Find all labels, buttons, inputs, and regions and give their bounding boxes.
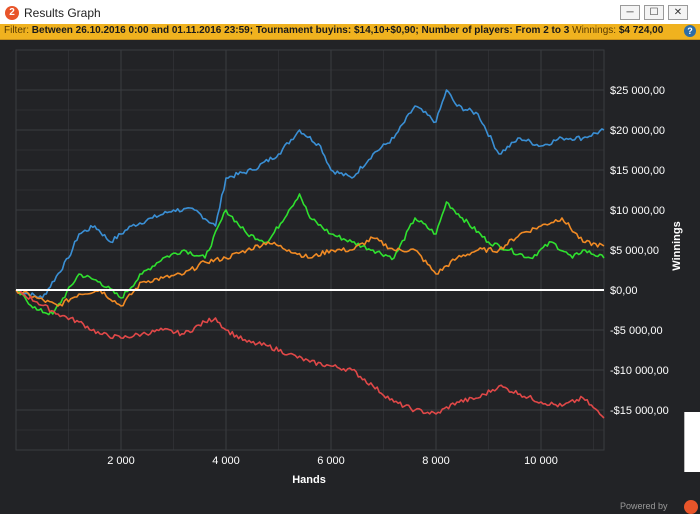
- series-line-0: [15, 89, 605, 299]
- x-tick-label: 4 000: [212, 455, 240, 467]
- window-titlebar: 2 Results Graph ─ ☐ ✕: [0, 0, 700, 27]
- y-tick-label: $20 000,00: [610, 125, 665, 137]
- vendor-logo-icon: [684, 500, 698, 514]
- y-tick-label: $0,00: [610, 285, 638, 297]
- series-line-2: [15, 217, 605, 307]
- y-tick-label: -$10 000,00: [610, 365, 669, 377]
- x-axis-ticks: 2 000 4 000 6 000 8 000 10 000: [107, 455, 558, 467]
- chart-series: [15, 89, 605, 419]
- app-logo-icon: 2: [5, 6, 19, 20]
- y-tick-label: $5 000,00: [610, 245, 659, 257]
- winnings-value: $4 724,00: [618, 25, 664, 36]
- minimize-button[interactable]: ─: [620, 5, 640, 20]
- filter-value: Between 26.10.2016 0:00 and 01.11.2016 2…: [31, 25, 570, 36]
- close-button[interactable]: ✕: [668, 5, 688, 20]
- x-tick-label: 6 000: [317, 455, 345, 467]
- maximize-button[interactable]: ☐: [644, 5, 664, 20]
- y-axis-title: Winnings: [671, 221, 683, 270]
- powered-by-text: Powered by: [620, 501, 668, 511]
- series-line-3: [15, 289, 605, 419]
- x-axis-title: Hands: [292, 474, 326, 486]
- filter-summary: Filter: Between 26.10.2016 0:00 and 01.1…: [4, 25, 663, 36]
- y-tick-label: -$5 000,00: [610, 325, 663, 337]
- chart-grid: [15, 49, 605, 451]
- y-tick-label: $10 000,00: [610, 205, 665, 217]
- y-tick-label: $15 000,00: [610, 165, 665, 177]
- series-line-1: [15, 193, 605, 316]
- winnings-label: Winnings:: [572, 25, 617, 36]
- y-tick-label: $25 000,00: [610, 85, 665, 97]
- results-chart[interactable]: $25 000,00 $20 000,00 $15 000,00 $10 000,00…: [0, 40, 700, 512]
- x-tick-label: 10 000: [524, 455, 558, 467]
- filter-label: Filter:: [4, 25, 29, 36]
- y-tick-label: -$15 000,00: [610, 405, 669, 417]
- x-tick-label: 2 000: [107, 455, 135, 467]
- window-title: Results Graph: [24, 6, 101, 20]
- x-tick-label: 8 000: [422, 455, 450, 467]
- side-panel-edge: [684, 412, 700, 472]
- filter-bar[interactable]: Filter: Between 26.10.2016 0:00 and 01.1…: [0, 24, 700, 40]
- help-icon[interactable]: ?: [684, 25, 696, 37]
- y-axis-ticks: $25 000,00 $20 000,00 $15 000,00 $10 000,00…: [610, 85, 669, 417]
